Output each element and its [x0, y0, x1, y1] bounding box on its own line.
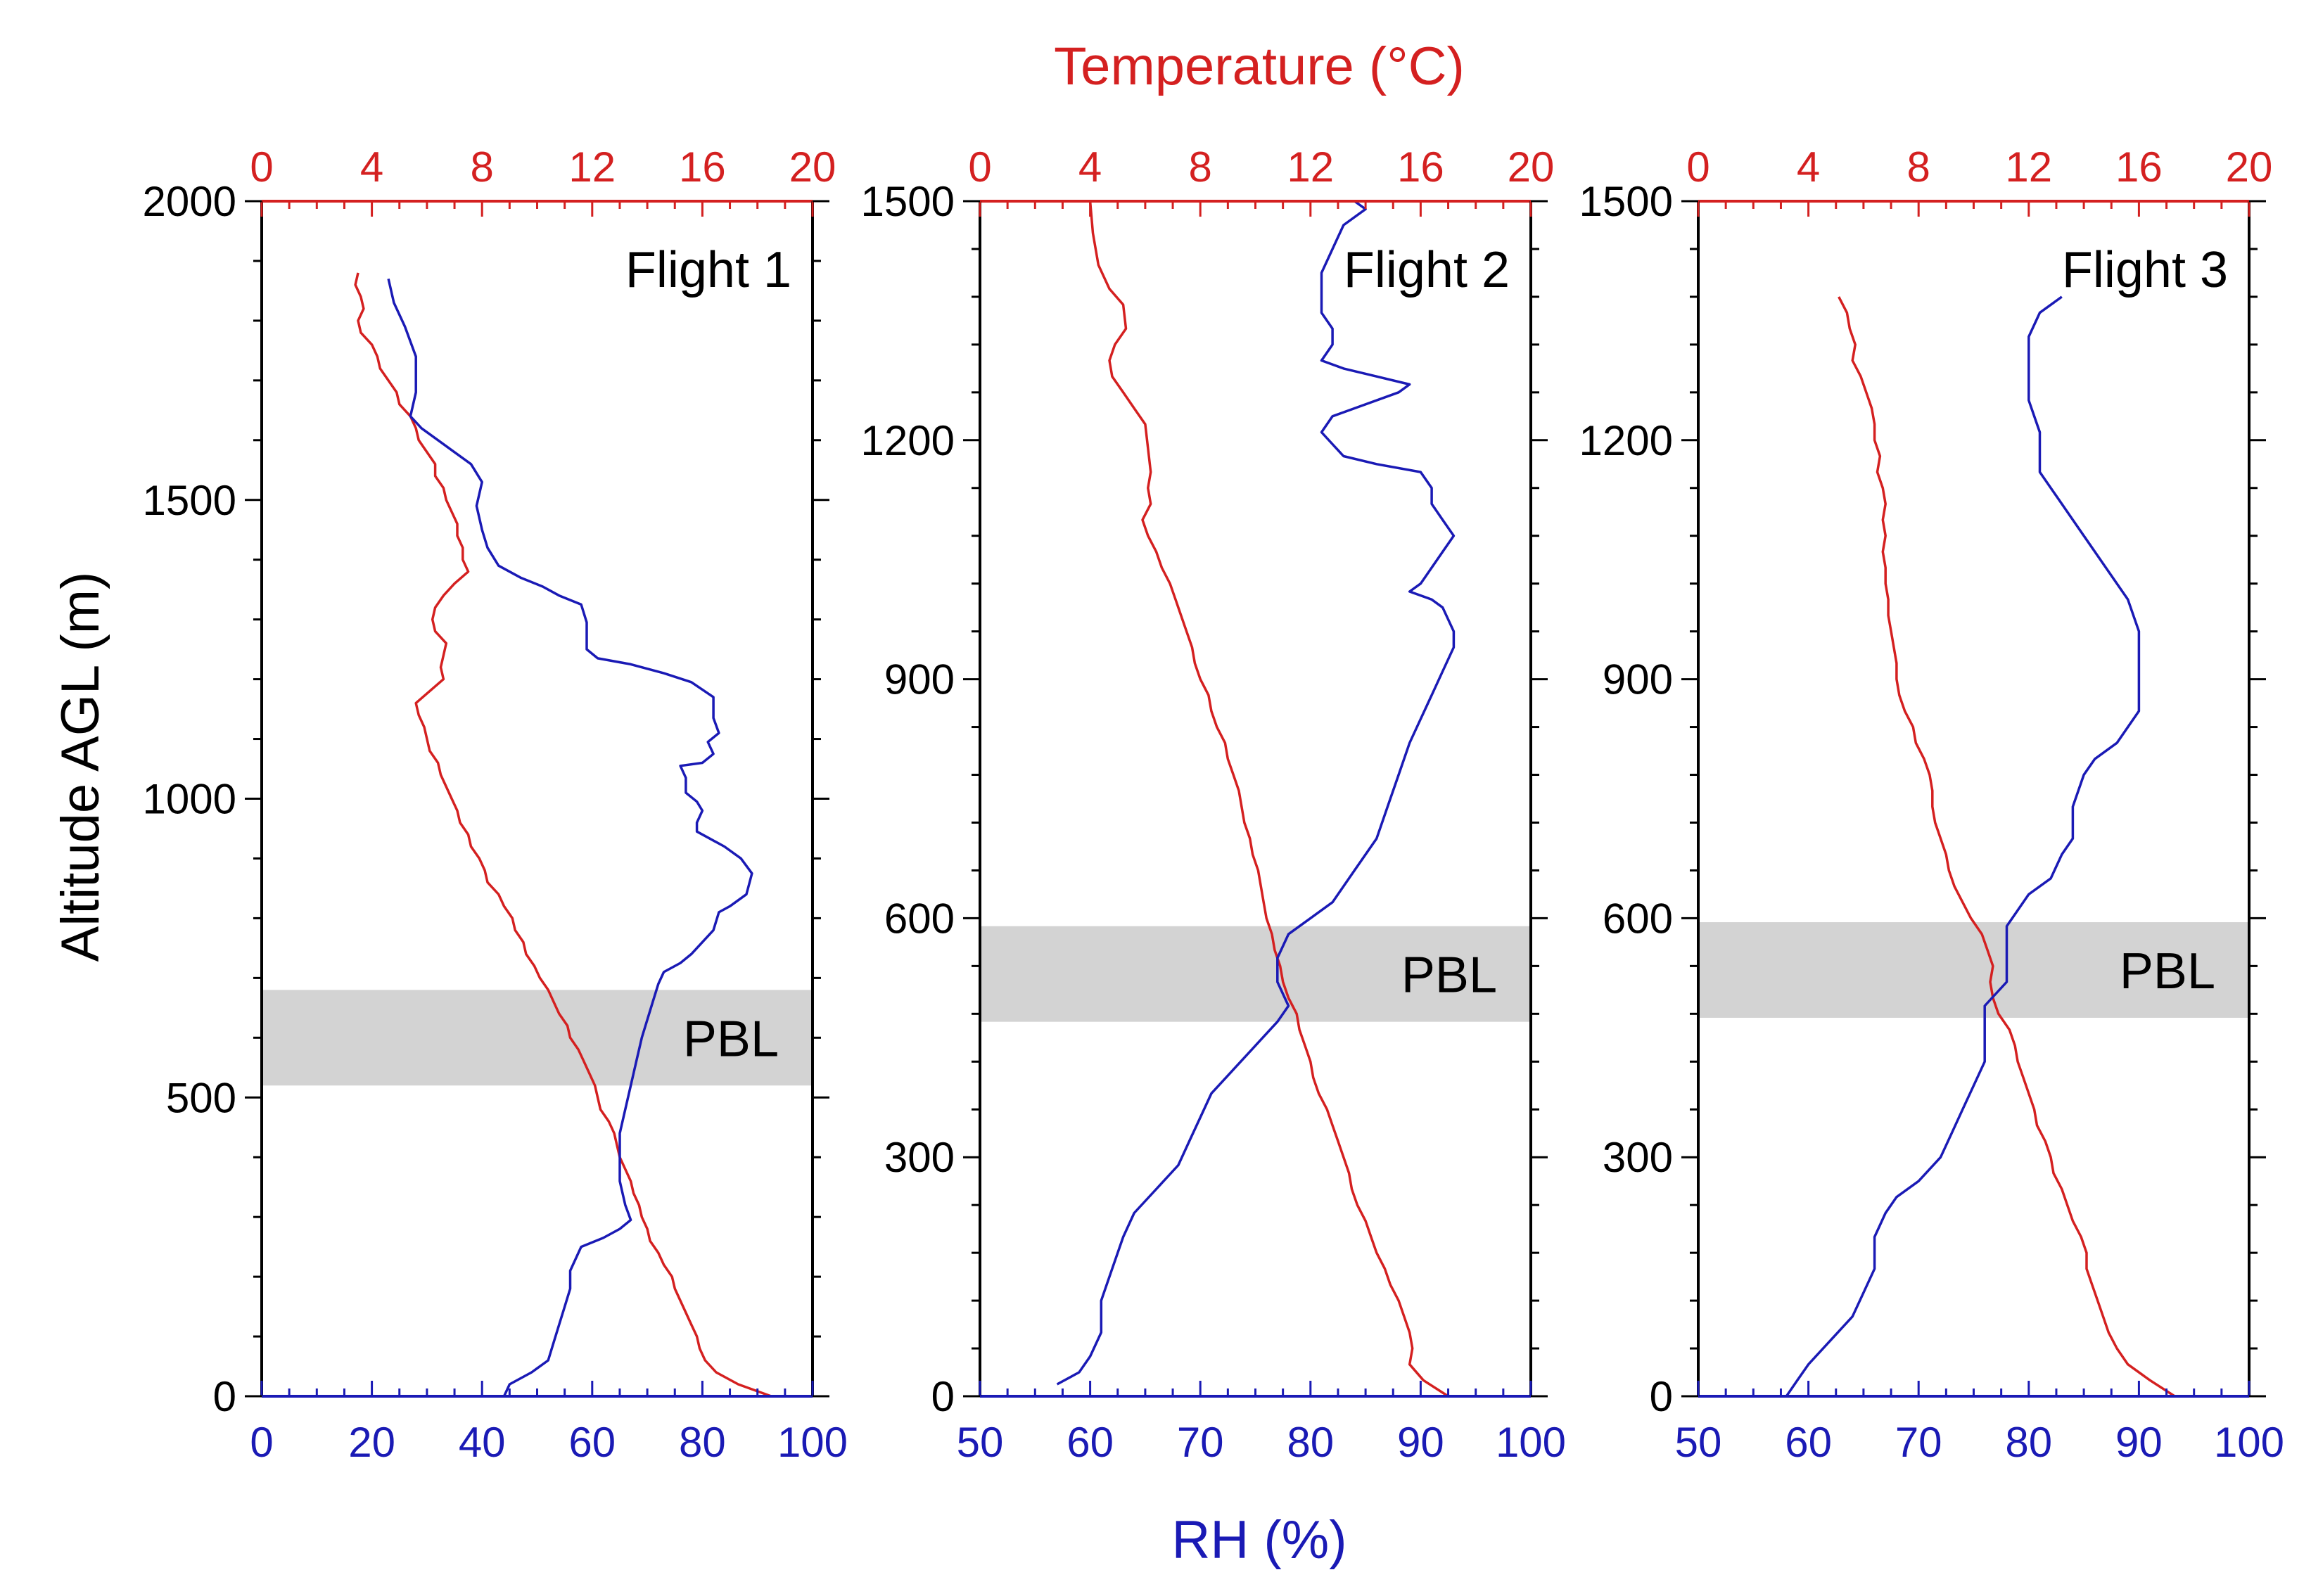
temperature-tick-label: 16: [2115, 143, 2163, 191]
altitude-tick-label: 1200: [861, 417, 955, 464]
pbl-label: PBL: [683, 1011, 779, 1067]
panel-flight-2: 0 4 8 12 16 20 50 60 70 80 90 100 0 300 600 900 1200 1500…: [861, 143, 1567, 1466]
temperature-tick-label: 8: [1907, 143, 1930, 191]
panel-title: Flight 2: [1344, 242, 1510, 298]
altitude-tick-label: 500: [166, 1074, 236, 1121]
rh-profile-line: [387, 279, 753, 1397]
temperature-tick-label: 12: [568, 143, 616, 191]
rh-tick-label: 90: [2115, 1419, 2163, 1466]
temperature-profile-line: [354, 272, 772, 1398]
panel-title: Flight 3: [2062, 242, 2228, 298]
temperature-tick-label: 4: [1797, 143, 1820, 191]
altitude-tick-label: 0: [931, 1373, 955, 1420]
temperature-tick-label: 16: [1397, 143, 1444, 191]
temperature-tick-label: 0: [968, 143, 991, 191]
temperature-tick-label: 20: [2226, 143, 2273, 191]
pbl-label: PBL: [2120, 943, 2215, 1000]
altitude-tick-label: 600: [1603, 895, 1673, 942]
rh-profile-line: [1056, 200, 1456, 1386]
temperature-axis-title: Temperature (°C): [1054, 37, 1465, 96]
temperature-tick-label: 12: [1287, 143, 1334, 191]
rh-tick-label: 20: [348, 1419, 395, 1466]
altitude-tick-label: 1500: [861, 178, 955, 225]
temperature-profile-line: [1838, 296, 2176, 1398]
rh-tick-label: 100: [777, 1419, 848, 1466]
rh-tick-label: 70: [1895, 1419, 1942, 1466]
temperature-profile-line: [1088, 200, 1449, 1398]
temperature-tick-label: 4: [1078, 143, 1102, 191]
rh-tick-label: 0: [250, 1419, 273, 1466]
temperature-tick-label: 20: [789, 143, 836, 191]
rh-tick-label: 60: [568, 1419, 616, 1466]
temperature-tick-label: 16: [679, 143, 726, 191]
rh-tick-label: 60: [1067, 1419, 1114, 1466]
temperature-tick-label: 4: [360, 143, 383, 191]
altitude-axis-title: Altitude AGL (m): [51, 572, 110, 962]
altitude-tick-label: 300: [884, 1134, 955, 1181]
altitude-tick-label: 1500: [143, 477, 236, 524]
rh-tick-label: 80: [1287, 1419, 1334, 1466]
temperature-tick-label: 8: [1189, 143, 1212, 191]
rh-tick-label: 50: [1675, 1419, 1722, 1466]
rh-profile-line: [1785, 295, 2141, 1397]
altitude-tick-label: 600: [884, 895, 955, 942]
rh-tick-label: 70: [1177, 1419, 1224, 1466]
panel-title: Flight 1: [625, 242, 791, 298]
altitude-tick-label: 900: [1603, 656, 1673, 703]
temperature-tick-label: 0: [250, 143, 273, 191]
altitude-tick-label: 1200: [1579, 417, 1673, 464]
pbl-band: [262, 990, 813, 1086]
temperature-tick-label: 8: [471, 143, 494, 191]
chart-panels: 0 4 8 12 16 200 20 40 60 80 1000500100015002000Fli…: [143, 143, 2285, 1466]
rh-tick-label: 100: [1496, 1419, 1566, 1466]
temperature-tick-label: 12: [2005, 143, 2052, 191]
temperature-tick-label: 0: [1686, 143, 1710, 191]
altitude-tick-label: 300: [1603, 1134, 1673, 1181]
panel-flight-1: 0 4 8 12 16 200 20 40 60 80 1000500100015002000Fli…: [143, 143, 848, 1466]
panel-flight-3: 0 4 8 12 16 20 50 60 70 80 90 100 0 300 600 900 1200 1500…: [1579, 143, 2285, 1466]
rh-tick-label: 80: [2005, 1419, 2052, 1466]
rh-axis-title: RH (%): [1171, 1510, 1347, 1570]
rh-tick-label: 60: [1785, 1419, 1832, 1466]
rh-tick-label: 40: [459, 1419, 506, 1466]
altitude-tick-label: 2000: [143, 178, 236, 225]
pbl-label: PBL: [1401, 947, 1497, 1004]
altitude-tick-label: 0: [1650, 1373, 1673, 1420]
pbl-band: [1698, 922, 2249, 1018]
altitude-tick-label: 1000: [143, 776, 236, 823]
rh-tick-label: 100: [2214, 1419, 2284, 1466]
rh-tick-label: 50: [957, 1419, 1004, 1466]
pbl-band: [980, 926, 1531, 1022]
rh-tick-label: 80: [679, 1419, 726, 1466]
altitude-tick-label: 0: [213, 1373, 236, 1420]
altitude-tick-label: 1500: [1579, 178, 1673, 225]
temperature-tick-label: 20: [1508, 143, 1555, 191]
rh-tick-label: 90: [1397, 1419, 1444, 1466]
altitude-tick-label: 900: [884, 656, 955, 703]
